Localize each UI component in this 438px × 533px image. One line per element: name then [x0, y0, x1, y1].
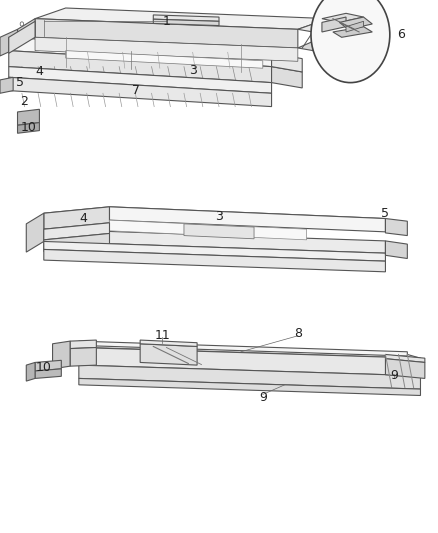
Polygon shape	[26, 362, 35, 381]
Polygon shape	[44, 241, 385, 261]
Text: 5: 5	[381, 207, 389, 220]
Polygon shape	[70, 340, 96, 349]
Text: 4: 4	[79, 212, 87, 225]
Polygon shape	[18, 123, 39, 133]
Polygon shape	[70, 348, 96, 366]
Text: 2: 2	[20, 95, 28, 108]
Polygon shape	[44, 207, 110, 229]
Polygon shape	[35, 37, 298, 61]
Polygon shape	[79, 348, 420, 376]
Text: 5: 5	[16, 76, 24, 89]
Polygon shape	[79, 378, 420, 395]
Polygon shape	[44, 207, 385, 225]
Polygon shape	[298, 35, 359, 53]
Polygon shape	[44, 223, 110, 240]
Text: 7: 7	[132, 84, 140, 97]
Text: 9: 9	[259, 391, 267, 403]
Text: 3: 3	[215, 211, 223, 223]
Polygon shape	[184, 224, 254, 239]
Polygon shape	[110, 220, 307, 240]
Polygon shape	[140, 344, 197, 365]
Polygon shape	[79, 344, 420, 358]
Polygon shape	[322, 13, 364, 22]
Polygon shape	[9, 37, 272, 67]
Polygon shape	[35, 19, 298, 48]
Text: 6: 6	[397, 28, 405, 41]
Polygon shape	[79, 365, 420, 389]
Polygon shape	[322, 17, 346, 32]
Polygon shape	[79, 341, 407, 356]
Polygon shape	[153, 15, 219, 21]
Polygon shape	[272, 67, 302, 88]
Polygon shape	[26, 213, 44, 252]
Polygon shape	[66, 51, 263, 68]
Polygon shape	[44, 249, 385, 272]
Polygon shape	[385, 354, 425, 362]
Polygon shape	[9, 21, 35, 53]
Polygon shape	[385, 241, 407, 259]
Text: 11: 11	[154, 329, 170, 342]
Polygon shape	[385, 219, 407, 236]
Circle shape	[311, 0, 390, 83]
Polygon shape	[0, 77, 13, 93]
Polygon shape	[44, 229, 385, 253]
Polygon shape	[339, 17, 372, 29]
Text: 4: 4	[35, 66, 43, 78]
Polygon shape	[35, 369, 61, 378]
Polygon shape	[18, 109, 39, 125]
Polygon shape	[35, 8, 329, 29]
Polygon shape	[9, 67, 272, 93]
Polygon shape	[153, 19, 219, 26]
Polygon shape	[333, 27, 372, 37]
Polygon shape	[9, 77, 272, 107]
Text: 10: 10	[21, 122, 36, 134]
Polygon shape	[9, 51, 272, 83]
Text: 1: 1	[162, 15, 170, 28]
Polygon shape	[53, 341, 70, 369]
Text: 3: 3	[189, 64, 197, 77]
Text: 10: 10	[36, 361, 52, 374]
Polygon shape	[0, 29, 18, 56]
Text: 8: 8	[294, 327, 302, 340]
Polygon shape	[35, 360, 61, 371]
Text: 9: 9	[390, 369, 398, 382]
Polygon shape	[110, 207, 385, 232]
Polygon shape	[346, 21, 364, 32]
Polygon shape	[272, 53, 302, 72]
Polygon shape	[298, 19, 359, 35]
Polygon shape	[44, 233, 110, 252]
Polygon shape	[18, 19, 35, 48]
Polygon shape	[385, 359, 425, 378]
Polygon shape	[140, 340, 197, 346]
